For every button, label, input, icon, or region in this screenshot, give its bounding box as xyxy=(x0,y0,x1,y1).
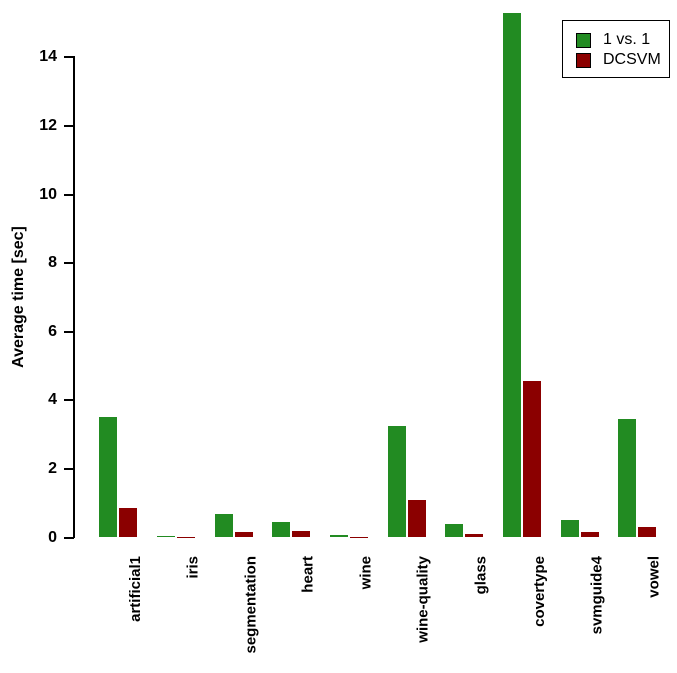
x-label-segmentation: segmentation xyxy=(242,556,260,654)
y-tick-label: 8 xyxy=(48,254,57,272)
y-tick-label: 14 xyxy=(39,48,57,66)
x-label-glass: glass xyxy=(472,556,490,595)
bar-dcsvm-segmentation xyxy=(234,532,253,538)
y-tick-label: 10 xyxy=(39,185,57,203)
bar-dcsvm-glass xyxy=(465,534,484,538)
y-tick-label: 4 xyxy=(48,391,57,409)
y-tick-mark xyxy=(64,56,74,59)
bar-dcsvm-artificial1 xyxy=(119,508,138,538)
bar-1vs1-iris xyxy=(156,536,175,538)
y-tick-mark xyxy=(64,467,74,470)
y-tick-mark xyxy=(64,193,74,196)
y-tick-mark xyxy=(64,399,74,402)
bar-1vs1-heart xyxy=(272,521,291,538)
bar-dcsvm-heart xyxy=(292,530,311,538)
x-label-svmguide4: svmguide4 xyxy=(588,556,606,635)
x-label-covertype: covertype xyxy=(530,556,548,627)
y-tick-label: 0 xyxy=(48,528,57,546)
legend-item-dcsvm: DCSVM xyxy=(576,50,669,70)
legend-label-dcsvm: DCSVM xyxy=(603,51,661,68)
bar-1vs1-segmentation xyxy=(214,514,233,538)
x-label-iris: iris xyxy=(184,556,202,579)
bar-1vs1-artificial1 xyxy=(99,417,118,538)
legend: 1 vs. 1 DCSVM xyxy=(562,20,670,78)
bar-1vs1-glass xyxy=(445,524,464,538)
bar-1vs1-covertype xyxy=(502,12,521,538)
y-tick-mark xyxy=(64,124,74,127)
y-tick-label: 2 xyxy=(48,459,57,477)
bar-dcsvm-wine xyxy=(349,536,368,538)
legend-item-1vs1: 1 vs. 1 xyxy=(576,30,669,50)
bar-1vs1-svmguide4 xyxy=(560,520,579,538)
x-label-wine: wine xyxy=(357,556,375,590)
legend-label-1vs1: 1 vs. 1 xyxy=(603,31,651,48)
x-label-heart: heart xyxy=(299,556,317,593)
y-axis-line xyxy=(73,56,75,539)
x-label-vowel: vowel xyxy=(645,556,663,598)
bar-1vs1-vowel xyxy=(618,419,637,538)
y-tick-label: 6 xyxy=(48,322,57,340)
legend-swatch-darkred xyxy=(576,52,591,68)
y-tick-label: 12 xyxy=(39,116,57,134)
bar-1vs1-wine-quality xyxy=(387,426,406,538)
y-tick-mark xyxy=(64,536,74,539)
bar-dcsvm-vowel xyxy=(638,527,657,538)
y-axis-title: Average time [sec] xyxy=(10,226,27,368)
x-label-artificial1: artificial1 xyxy=(126,556,144,622)
bar-dcsvm-svmguide4 xyxy=(580,532,599,538)
legend-swatch-green xyxy=(576,32,591,48)
bar-1vs1-wine xyxy=(329,535,348,538)
x-label-wine-quality: wine-quality xyxy=(415,556,433,643)
y-tick-mark xyxy=(64,330,74,333)
y-tick-mark xyxy=(64,262,74,265)
bar-dcsvm-covertype xyxy=(522,381,541,538)
bar-dcsvm-wine-quality xyxy=(407,499,426,538)
